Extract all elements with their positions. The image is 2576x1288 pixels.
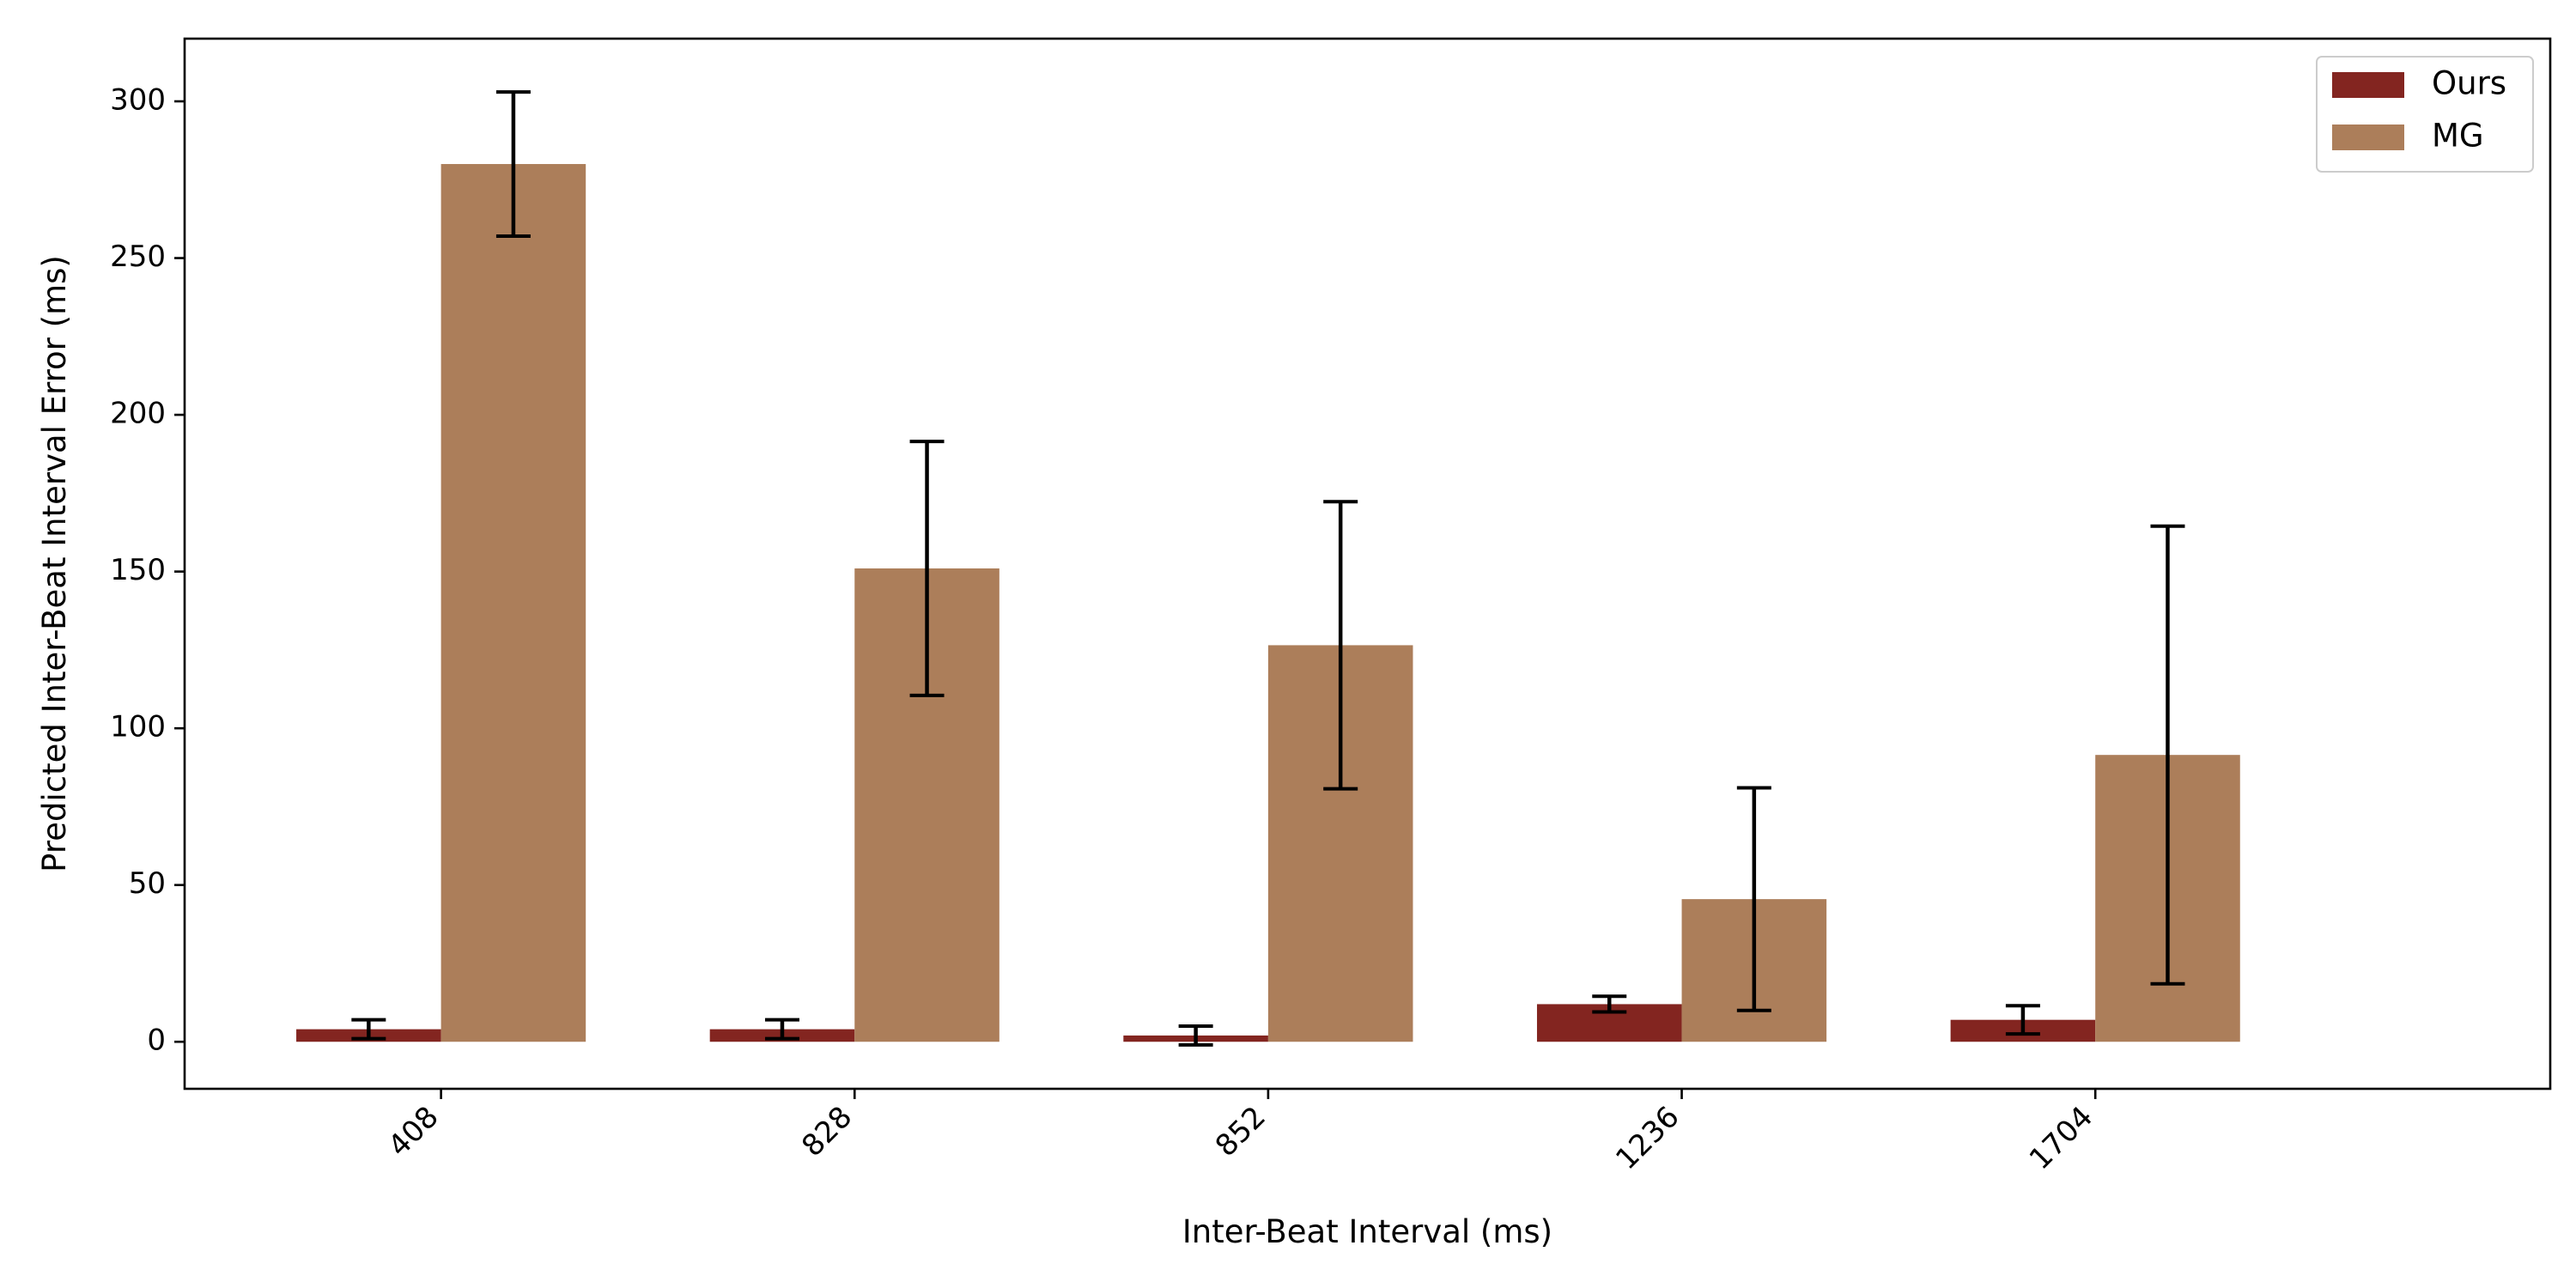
x-axis-title: Inter-Beat Interval (ms)	[1182, 1213, 1552, 1250]
legend: Ours MG	[2316, 56, 2534, 173]
legend-label-mg: MG	[2432, 118, 2484, 155]
error-bar-mg-828	[909, 440, 945, 697]
error-bar-ours-828	[764, 1018, 799, 1041]
y-tick-label-200: 200	[110, 397, 166, 431]
error-bar-ours-1704	[2005, 1004, 2040, 1036]
legend-swatch-ours	[2332, 72, 2404, 98]
bar-mg-408	[440, 164, 586, 1042]
y-axis: 0 50 100 150 200 250 300	[110, 83, 185, 1058]
y-tick-label-150: 150	[110, 553, 166, 587]
error-bar-ours-408	[351, 1018, 386, 1041]
error-bars-layer	[351, 90, 2185, 1047]
error-bar-ours-852	[1178, 1024, 1213, 1047]
y-tick-label-100: 100	[110, 710, 166, 744]
error-bar-mg-1236	[1736, 786, 1771, 1012]
y-tick-label-0: 0	[147, 1024, 166, 1058]
legend-label-ours: Ours	[2432, 65, 2506, 102]
error-bar-mg-408	[495, 90, 531, 238]
legend-swatch-mg	[2332, 125, 2404, 150]
error-bar-ours-1236	[1592, 994, 1627, 1014]
error-bar-mg-852	[1323, 500, 1358, 791]
error-bar-mg-1704	[2150, 524, 2185, 986]
plot-frame	[183, 37, 2552, 1091]
y-tick-label-250: 250	[110, 240, 166, 274]
y-tick-label-300: 300	[110, 83, 166, 118]
y-axis-title: Predicted Inter-Beat Interval Error (ms)	[36, 255, 73, 872]
y-tick-label-50: 50	[129, 866, 166, 901]
